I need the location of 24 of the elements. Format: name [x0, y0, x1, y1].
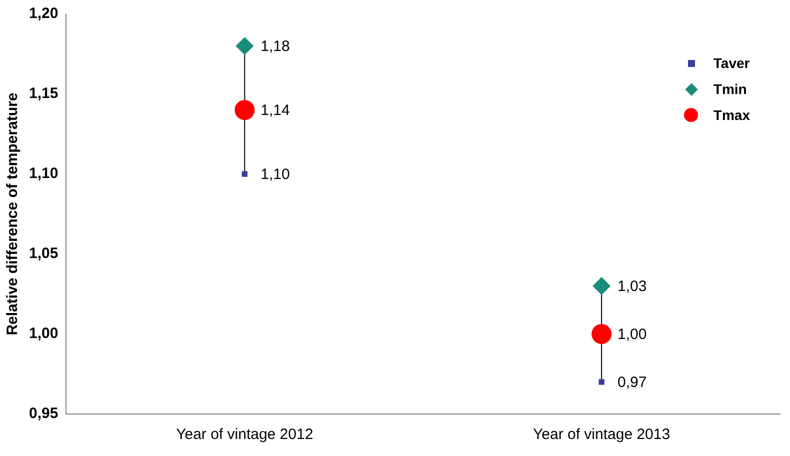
- data-label: 1,10: [260, 166, 290, 184]
- x-tick-label: Year of vintage 2013: [533, 426, 670, 444]
- y-tick-label: 0,95: [28, 405, 58, 422]
- point: [598, 379, 604, 385]
- legend-label: Tmin: [713, 81, 747, 97]
- legend-label: Tmax: [713, 107, 750, 123]
- point: [234, 100, 255, 120]
- y-tick-label: 1,05: [28, 245, 58, 262]
- y-tick-label: 1,00: [28, 325, 58, 342]
- point: [592, 277, 611, 295]
- x-tick-label: Year of vintage 2012: [176, 426, 314, 444]
- point: [592, 324, 612, 344]
- y-tick-label: 1,20: [28, 5, 58, 22]
- data-label: 1,18: [260, 38, 290, 56]
- y-tick-label: 1,15: [28, 85, 58, 102]
- data-label: 0,97: [618, 374, 647, 392]
- y-axis-title: Relative difference of temperature: [4, 92, 22, 336]
- legend-label: Taver: [713, 55, 750, 71]
- data-label: 1,00: [618, 326, 647, 344]
- data-label: 1,14: [260, 102, 290, 120]
- data-label: 1,03: [618, 278, 647, 296]
- point: [236, 37, 254, 55]
- point: [242, 171, 248, 177]
- y-tick-label: 1,10: [28, 165, 58, 182]
